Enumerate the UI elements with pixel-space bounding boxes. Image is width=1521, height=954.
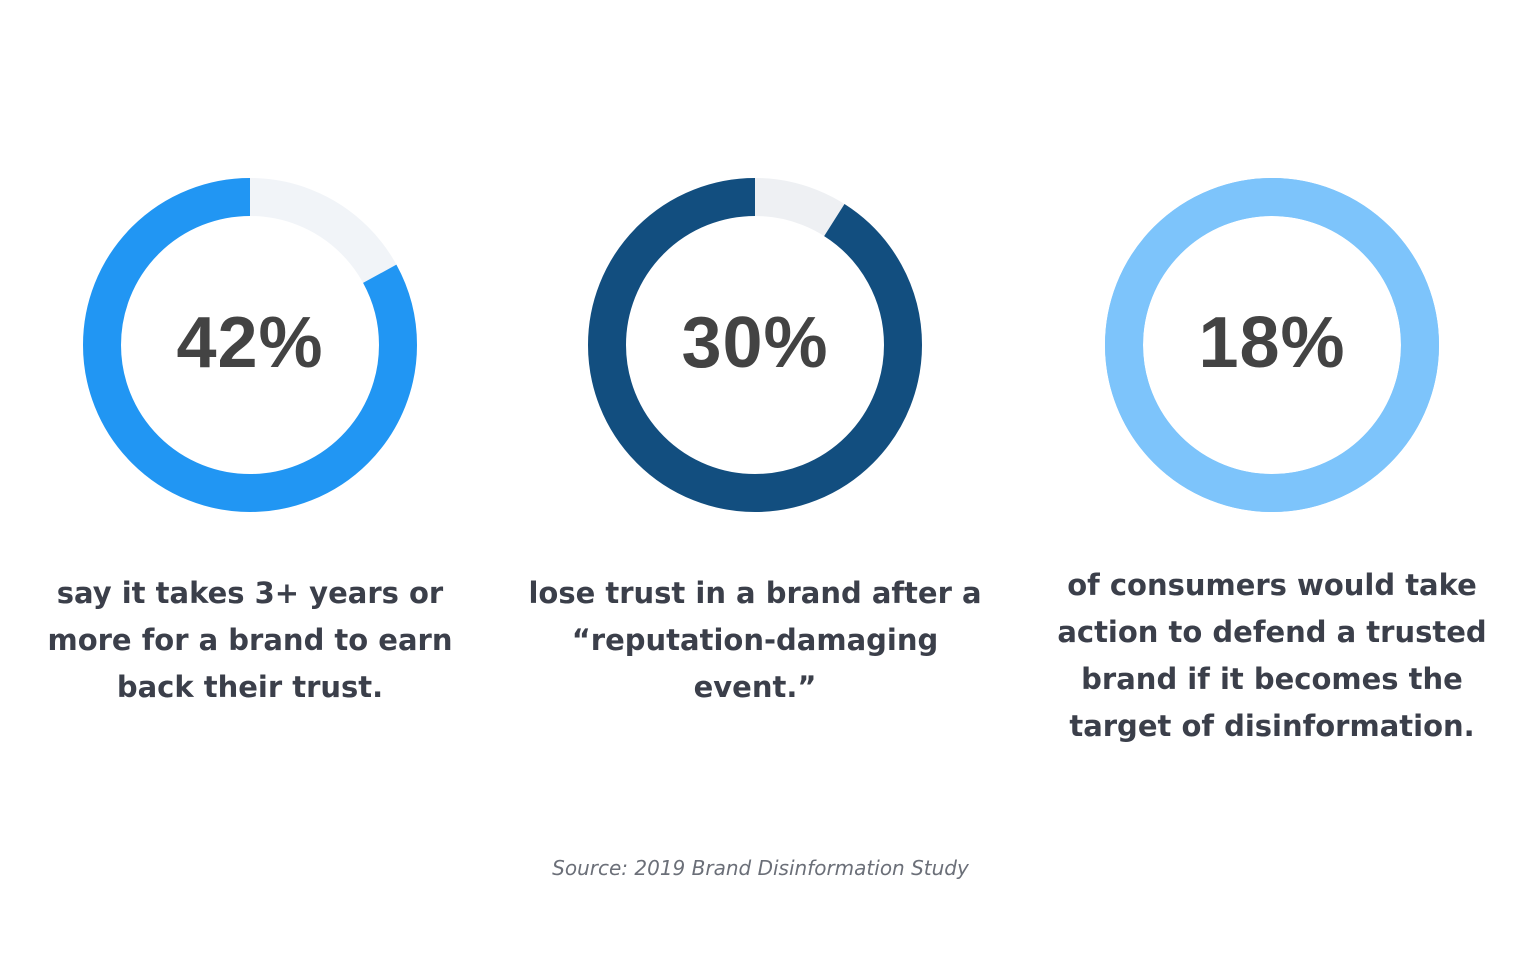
percent-label-1: 42% <box>176 303 324 383</box>
donut-ring-2 <box>580 170 930 520</box>
percent-label-2: 30% <box>681 303 829 383</box>
donut-svg-3 <box>1105 178 1439 512</box>
donut-svg-2 <box>588 178 922 512</box>
percent-label-3: 18% <box>1198 303 1346 383</box>
caption-3: of consumers would take action to defend… <box>1057 568 1487 743</box>
caption-1: say it takes 3+ years or more for a bran… <box>47 576 453 704</box>
stat-block-1: 42% say it takes 3+ years or more for a … <box>20 0 480 954</box>
donut-arc-1 <box>83 178 417 512</box>
donut-ring-3 <box>1097 170 1447 520</box>
source-note: Source: 2019 Brand Disinformation Study <box>552 856 969 880</box>
donut-arc-2 <box>588 178 922 512</box>
donut-arc-3 <box>1105 178 1439 512</box>
caption-2: lose trust in a brand after a “reputatio… <box>528 576 982 704</box>
donut-svg-1 <box>83 178 417 512</box>
donut-ring-1 <box>75 170 425 520</box>
stat-block-2: 30% lose trust in a brand after a “reput… <box>525 0 985 954</box>
stat-block-3: 18% of consumers would take action to de… <box>1042 0 1502 954</box>
